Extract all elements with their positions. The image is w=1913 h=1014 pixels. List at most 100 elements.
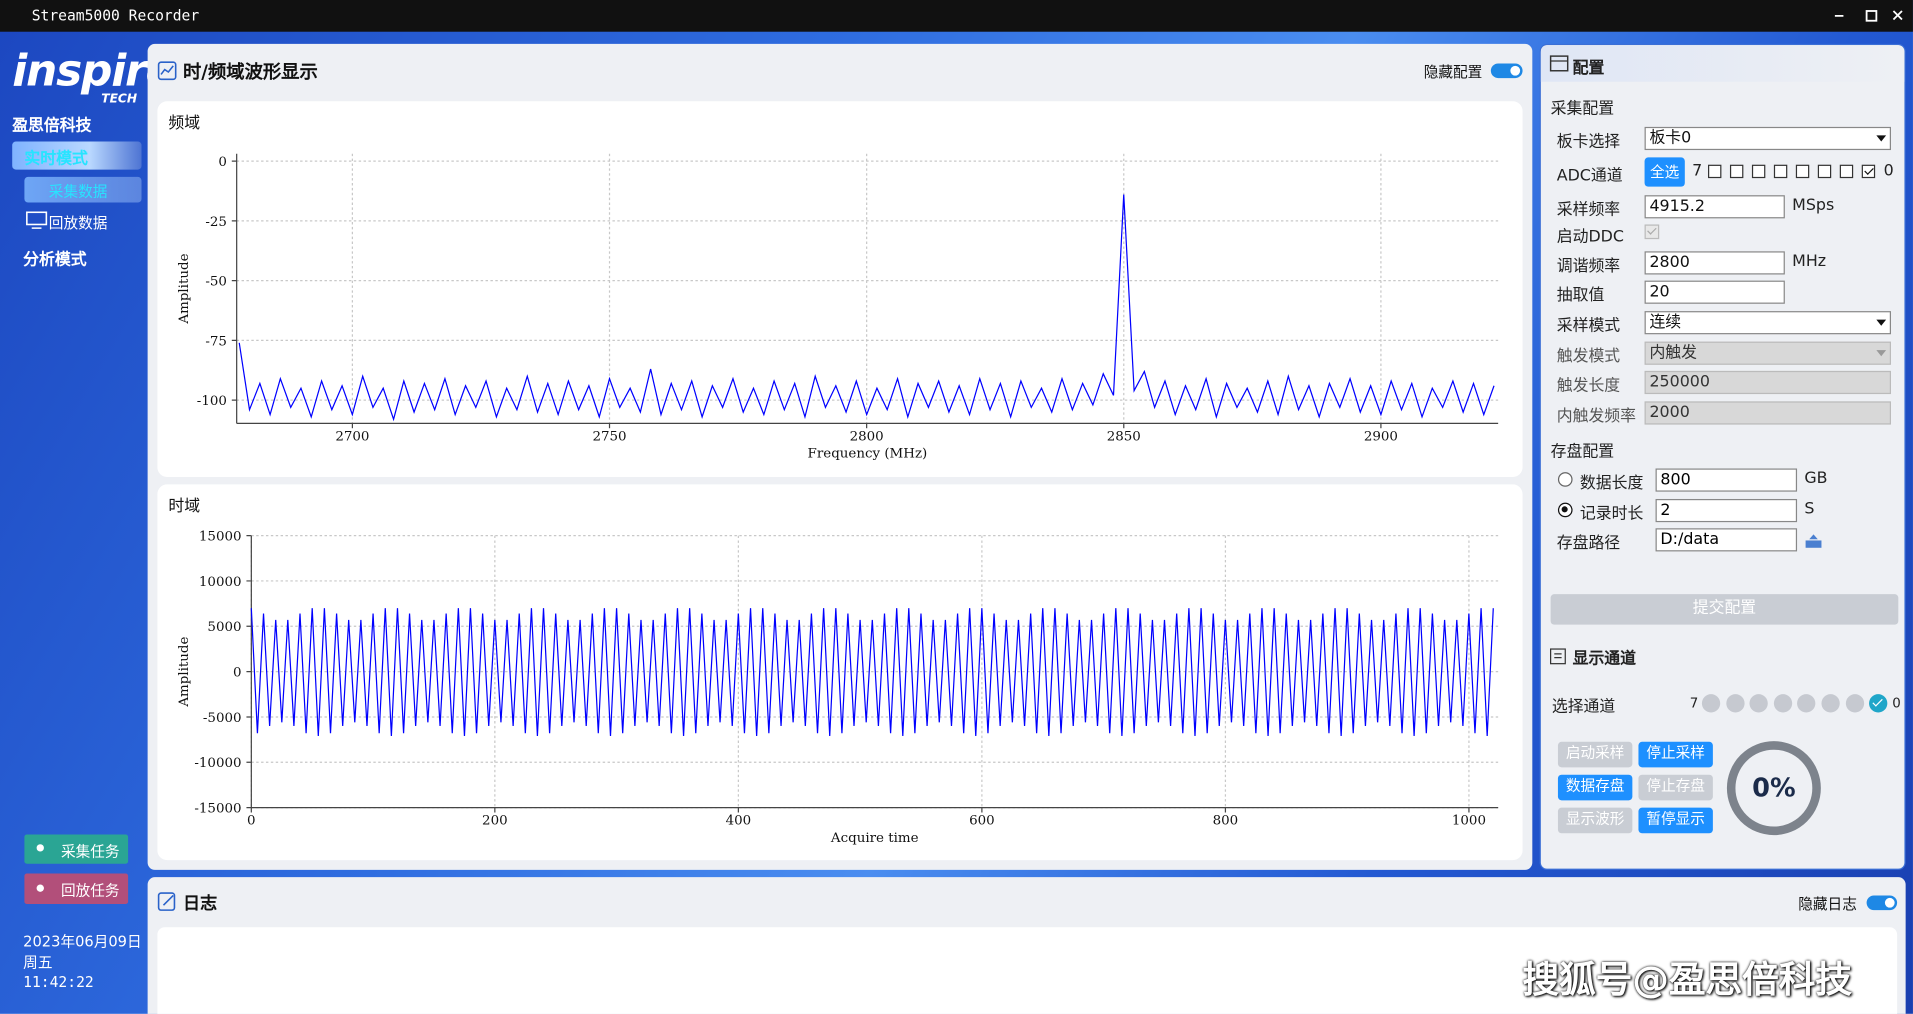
nav-active-bg[interactable] (12, 141, 142, 170)
channel-label: 0 (1883, 162, 1894, 181)
nav-item[interactable]: 采集数据 (48, 183, 108, 201)
field-label: 调谐频率 (1556, 257, 1621, 276)
task-button[interactable]: 回放任务 (24, 873, 129, 905)
radio-button[interactable] (1557, 502, 1573, 518)
channel-toggle[interactable] (1749, 694, 1769, 713)
select-box[interactable]: 内触发 (1644, 341, 1891, 365)
channel-checkbox[interactable] (1708, 164, 1722, 179)
unit-label: GB (1804, 469, 1828, 488)
channel-toggle[interactable] (1845, 694, 1864, 713)
field-label: 触发模式 (1556, 347, 1621, 366)
title-bar: Stream5000 Recorder (0, 0, 1913, 32)
channel-toggle[interactable] (1701, 694, 1721, 713)
y-tick-label: -75 (205, 334, 227, 349)
config-header (1540, 45, 1905, 82)
field-label: 采样模式 (1556, 317, 1621, 336)
nav-sub-bg[interactable] (24, 176, 142, 203)
task-button[interactable]: 采集任务 (24, 834, 129, 864)
x-tick-label: 1000 (1452, 814, 1486, 829)
channel-toggle[interactable] (1821, 694, 1840, 713)
input-box[interactable]: D:/data (1655, 528, 1798, 552)
weekday: 周五 (23, 954, 53, 972)
channel-checkbox[interactable] (1795, 164, 1810, 179)
progress-ring: 0% (1726, 741, 1821, 836)
field-label: 触发长度 (1556, 376, 1621, 396)
channel-toggle[interactable] (1869, 694, 1888, 713)
x-tick-label: 2850 (1107, 429, 1141, 444)
nav-item[interactable]: 回放数据 (48, 214, 108, 232)
channel-checkbox[interactable] (1839, 164, 1854, 179)
input-box[interactable]: 2800 (1644, 251, 1785, 275)
panel-title: 时/频域波形显示 (183, 61, 318, 83)
log-area (157, 927, 1898, 1014)
channel-checkbox[interactable] (1751, 164, 1766, 179)
submit-button[interactable]: 提交配置 (1550, 594, 1899, 625)
radio-button[interactable] (1557, 472, 1573, 487)
x-tick-label: 200 (482, 814, 508, 829)
input-box[interactable]: 800 (1655, 468, 1798, 492)
config-title: 配置 (1572, 59, 1605, 79)
field-label: ADC通道 (1556, 167, 1623, 186)
x-tick-label: 2750 (592, 429, 626, 444)
toggle-label: 隐藏日志 (1798, 895, 1857, 913)
select-box[interactable]: 板卡0 (1644, 126, 1891, 151)
channel-checkbox[interactable] (1773, 164, 1788, 179)
y-tick-label: -5000 (203, 711, 242, 726)
field-label: 数据长度 (1579, 474, 1644, 493)
x-tick-label: 2800 (850, 429, 884, 444)
x-tick-label: 2900 (1364, 429, 1398, 444)
toggle-label: 隐藏配置 (1423, 63, 1483, 81)
action-button[interactable]: 数据存盘 (1557, 774, 1633, 801)
task-label: 采集任务 (61, 843, 120, 861)
unit-label: MSps (1792, 196, 1835, 215)
input-box[interactable]: 2 (1655, 498, 1798, 523)
channel-checkbox[interactable] (1729, 164, 1744, 179)
chart-card: 频域 0 -25 -50 -75 -100 2700 2750 2800 2850 2900 Ampl… (157, 101, 1523, 478)
input-box[interactable]: 250000 (1644, 370, 1891, 395)
input-box[interactable]: 4915.2 (1644, 195, 1785, 219)
y-tick-label: -25 (205, 215, 227, 230)
dropdown-arrow (1876, 135, 1887, 142)
action-button[interactable]: 显示波形 (1557, 807, 1633, 834)
field-label: 记录时长 (1579, 505, 1644, 524)
time: 11:42:22 (23, 973, 94, 991)
channel-toggle[interactable] (1725, 694, 1745, 713)
select-all-button[interactable]: 全选 (1644, 157, 1685, 187)
toggle-switch[interactable] (1866, 895, 1898, 911)
progress-svg: 0% (1726, 741, 1821, 836)
select-box[interactable]: 连续 (1644, 311, 1891, 335)
config-panel: 配置 采集配置 存盘配置 板卡选择 板卡0 ADC通道 全选 7 0 采样频率 4915.2 MSps… (1539, 43, 1906, 870)
window-title: Stream5000 Recorder (31, 7, 200, 25)
nav-item[interactable]: 分析模式 (23, 251, 87, 270)
channel-checkbox[interactable] (1861, 164, 1876, 179)
y-tick-label: -15000 (194, 802, 241, 817)
action-button[interactable]: 停止存盘 (1638, 774, 1713, 801)
channel-toggle[interactable] (1797, 694, 1816, 713)
check-mark (1647, 225, 1657, 235)
x-tick-label: 800 (1213, 814, 1239, 829)
section-title: 存盘配置 (1550, 442, 1615, 462)
log-icon (157, 892, 176, 911)
action-button[interactable]: 启动采样 (1557, 741, 1633, 768)
channel-toggle[interactable] (1773, 694, 1792, 713)
field-label: 抽取值 (1556, 286, 1605, 305)
check-mark (1864, 165, 1874, 175)
x-tick-label: 600 (969, 814, 995, 829)
input-box[interactable]: 20 (1644, 280, 1785, 304)
y-tick-label: -10000 (194, 756, 241, 771)
input-box[interactable]: 2000 (1644, 401, 1891, 425)
action-button[interactable]: 暂停显示 (1638, 807, 1713, 834)
ddc-checkbox[interactable] (1644, 224, 1660, 240)
nav-item[interactable]: 实时模式 (24, 150, 88, 169)
y-tick-label: -50 (205, 275, 227, 290)
radio-dot (1561, 506, 1568, 513)
folder-button[interactable] (1804, 531, 1822, 548)
channel-checkbox[interactable] (1817, 164, 1832, 179)
unit-label: S (1804, 500, 1815, 519)
action-button[interactable]: 停止采样 (1638, 741, 1713, 768)
toggle-switch[interactable] (1490, 63, 1523, 79)
field-label: 内触发频率 (1556, 407, 1637, 426)
date: 2023年06月09日 (23, 933, 142, 951)
window-controls[interactable] (1825, 7, 1906, 24)
